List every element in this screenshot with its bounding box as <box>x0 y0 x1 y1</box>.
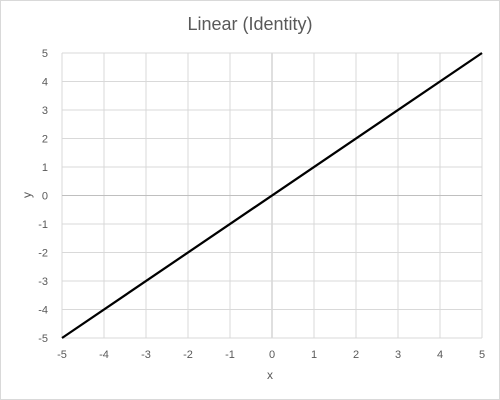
x-tick-label: 2 <box>353 349 359 361</box>
y-tick-label: -3 <box>38 276 48 288</box>
x-tick-label: -5 <box>57 349 67 361</box>
y-tick-label: 1 <box>42 162 48 174</box>
y-tick-label: 5 <box>42 48 48 60</box>
y-tick-label: -2 <box>38 248 48 260</box>
y-tick-label: -5 <box>38 333 48 345</box>
y-tick-label: -4 <box>38 305 48 317</box>
x-tick-label: -1 <box>225 349 235 361</box>
x-tick-label: 5 <box>479 349 485 361</box>
x-tick-label: -3 <box>141 349 151 361</box>
x-tick-label: 1 <box>311 349 317 361</box>
x-tick-label: -4 <box>99 349 109 361</box>
x-tick-label: -2 <box>183 349 193 361</box>
y-tick-label: 2 <box>42 134 48 146</box>
x-tick-label: 3 <box>395 349 401 361</box>
y-tick-label: -1 <box>38 219 48 231</box>
y-tick-label: 0 <box>42 191 48 203</box>
chart-title: Linear (Identity) <box>187 14 312 34</box>
grid <box>61 52 483 339</box>
series-layer <box>61 52 483 339</box>
x-tick-labels: -5 -4 -3 -2 -1 0 1 2 3 4 5 <box>57 349 485 361</box>
x-axis-label: x <box>267 368 273 382</box>
y-tick-labels: -5 -4 -3 -2 -1 0 1 2 3 4 5 <box>38 48 48 345</box>
y-axis-label: y <box>20 192 34 198</box>
series-line <box>61 52 483 339</box>
x-tick-label: 4 <box>437 349 443 361</box>
y-tick-label: 4 <box>42 77 48 89</box>
y-tick-label: 3 <box>42 105 48 117</box>
x-tick-label: 0 <box>269 349 275 361</box>
